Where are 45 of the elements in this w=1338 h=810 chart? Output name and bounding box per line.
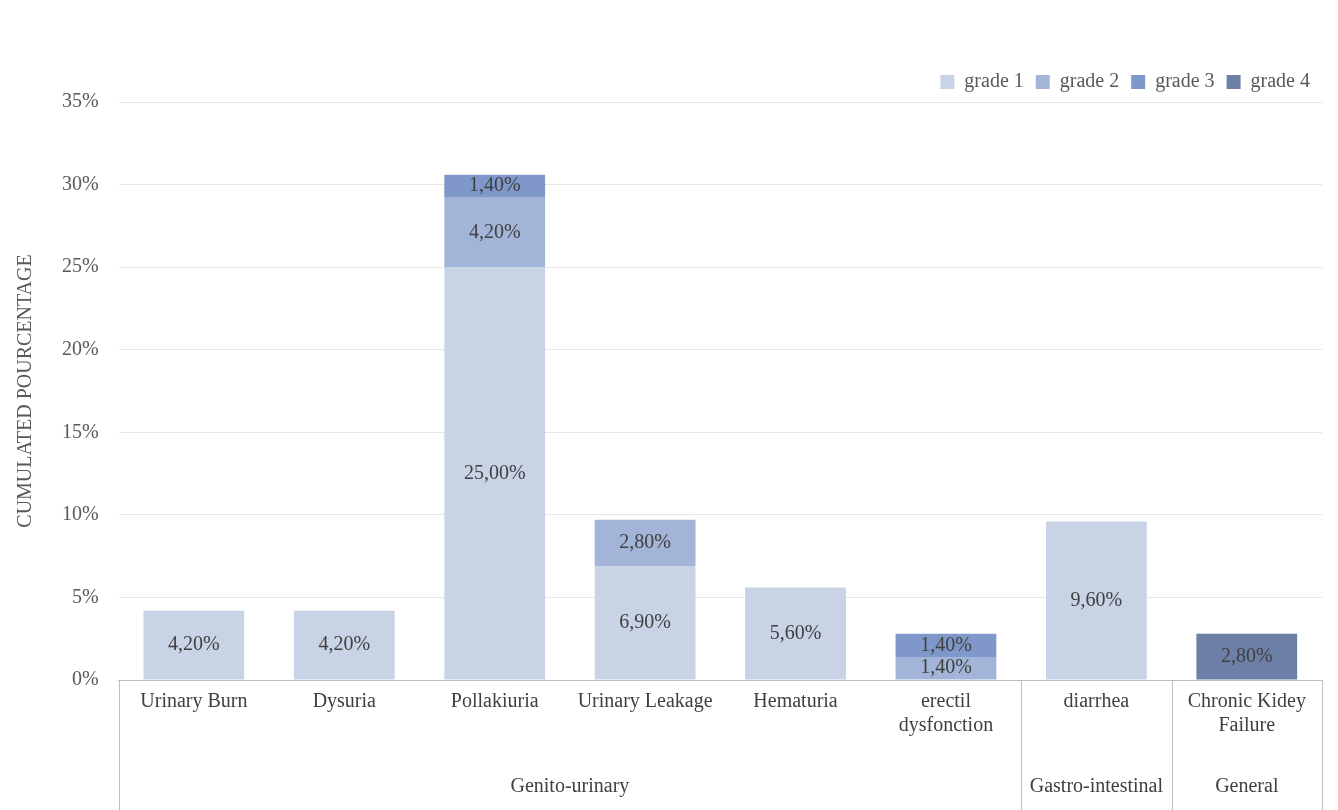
bar [745, 587, 846, 680]
data-label: 4,20% [168, 632, 220, 655]
x-tick-label: Dysuria [312, 689, 377, 713]
text: General [1215, 774, 1279, 797]
data-label: 4,20% [318, 632, 371, 655]
bar [293, 610, 395, 680]
data-label: 6,90% [619, 610, 671, 633]
text: Gastro-intestinal [1029, 774, 1164, 797]
y-tick-label: 35% [61, 89, 99, 112]
data-label: 9,60% [1070, 587, 1123, 610]
data-label: 2,80% [619, 530, 671, 553]
x-tick-label: Urinary Burn [140, 689, 248, 713]
text: Genito-urinary [510, 774, 630, 798]
x-tick-label: Urinary Leakage [577, 689, 713, 713]
data-label: 4,20% [468, 219, 521, 242]
legend-label: grade 1 [964, 69, 1024, 93]
data-label: 1,40% [468, 173, 521, 196]
legend-label: grade 4 [1250, 69, 1311, 93]
y-tick-label: 5% [71, 584, 99, 607]
bar [1045, 521, 1147, 680]
bar [594, 519, 696, 567]
x-tick-label: diarrhea [1063, 689, 1130, 712]
x-tick-label: Chronic Kidey Failure [1187, 689, 1306, 736]
data-label: 2,80% [1220, 643, 1273, 666]
bar [143, 610, 245, 680]
bar [594, 566, 696, 680]
y-tick-label: 15% [61, 419, 99, 442]
data-label: 25,00% [463, 460, 526, 483]
bar [1196, 633, 1298, 680]
x-tick-label: Hematuria [753, 689, 838, 712]
x-tick-label: erectil dysfonction [898, 689, 994, 737]
legend-label: grade 2 [1059, 69, 1120, 93]
y-axis-title: CUMULATED POURCENTAGE [13, 254, 36, 528]
bar [444, 197, 546, 268]
legend-label: grade 3 [1155, 69, 1215, 93]
y-tick-label: 0% [71, 667, 99, 690]
bar [444, 267, 546, 680]
data-label: 1,40% [920, 632, 972, 655]
y-tick-label: 25% [61, 254, 99, 277]
y-tick-label: 30% [61, 171, 99, 194]
y-tick-label: 10% [61, 502, 99, 525]
data-label: 1,40% [920, 655, 972, 678]
x-tick-label: Pollakiuria [450, 689, 539, 712]
y-tick-label: 20% [61, 336, 99, 359]
data-label: 5,60% [769, 620, 822, 643]
